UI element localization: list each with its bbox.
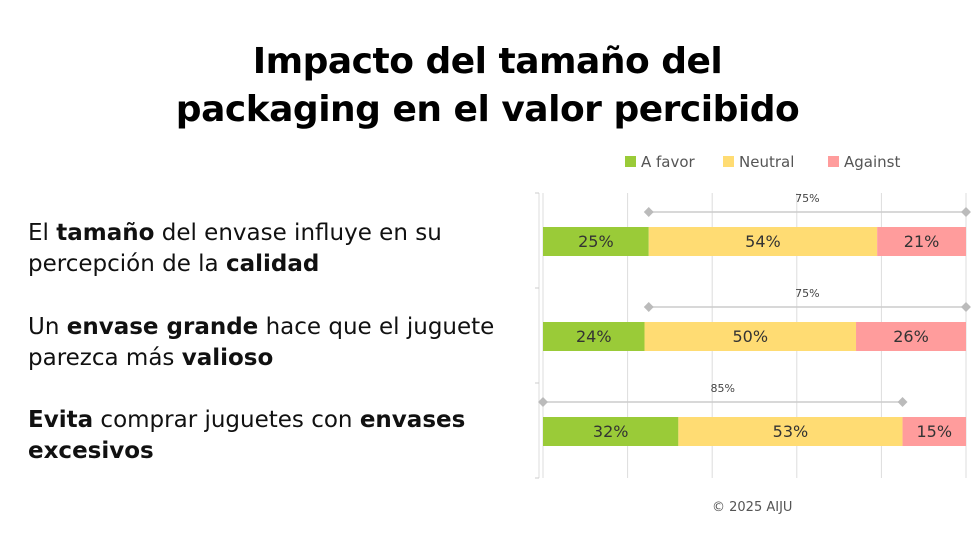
legend-swatch: [828, 156, 839, 167]
bar-segment: [543, 322, 645, 351]
legend-label: A favor: [641, 153, 696, 171]
data-label: 25%: [578, 232, 614, 251]
data-label: 21%: [904, 232, 940, 251]
point-1: El tamaño del envase influye en su perce…: [28, 218, 508, 280]
title-line: packaging en el valor percibido: [175, 89, 800, 130]
bar-segment: [648, 227, 878, 256]
copyright: © 2025 AIJU: [712, 500, 793, 515]
bar-segment: [902, 417, 966, 446]
legend-swatch: [625, 156, 636, 167]
data-label: 32%: [593, 422, 629, 441]
bold-text: envases excesivos: [28, 407, 466, 464]
data-label: 53%: [773, 422, 809, 441]
point-2: Un envase grande hace que el juguete par…: [28, 312, 508, 374]
bold-text: tamaño: [56, 220, 155, 246]
bar-segment: [877, 227, 966, 256]
bold-text: envase grande: [66, 314, 259, 340]
bar-segment: [856, 322, 966, 351]
bar-segment: [543, 227, 649, 256]
bracket-marker: [897, 397, 908, 407]
bracket-label: 85%: [711, 382, 735, 395]
stacked-bar-chart: A favor Neutral Against 25% 54% 21% 24% 50% 26% 3…: [535, 153, 971, 479]
bold-text: valioso: [181, 345, 274, 371]
bracket-marker: [961, 207, 971, 217]
bar-segment: [678, 417, 903, 446]
bracket-marker: [643, 302, 654, 312]
data-label: 24%: [576, 327, 612, 346]
text: hace que el juguete parezca más: [28, 314, 495, 371]
bracket-marker: [643, 207, 654, 217]
legend-label: Against: [844, 153, 900, 171]
legend-label: Neutral: [739, 153, 794, 171]
text: del envase influye en su percepción de l…: [28, 220, 442, 277]
bracket-marker: [961, 302, 971, 312]
legend-swatch: [723, 156, 734, 167]
bar-segment: [543, 417, 679, 446]
text: Un: [28, 314, 67, 340]
bold-text: calidad: [225, 251, 320, 277]
bar-segment: [644, 322, 857, 351]
bold-text: Evita: [28, 407, 94, 433]
data-label: 15%: [916, 422, 952, 441]
bracket-marker: [538, 397, 548, 407]
data-label: 54%: [745, 232, 781, 251]
page-title: Impacto del tamaño del packaging en el v…: [0, 38, 975, 134]
data-label: 50%: [732, 327, 768, 346]
bracket-label: 75%: [795, 192, 819, 205]
title-line: Impacto del tamaño del: [252, 41, 723, 82]
bracket-label: 75%: [795, 287, 819, 300]
data-label: 26%: [893, 327, 929, 346]
text: El: [28, 220, 57, 246]
text: comprar juguetes con: [93, 407, 360, 433]
point-3: Evita comprar juguetes con envases exces…: [28, 405, 508, 467]
